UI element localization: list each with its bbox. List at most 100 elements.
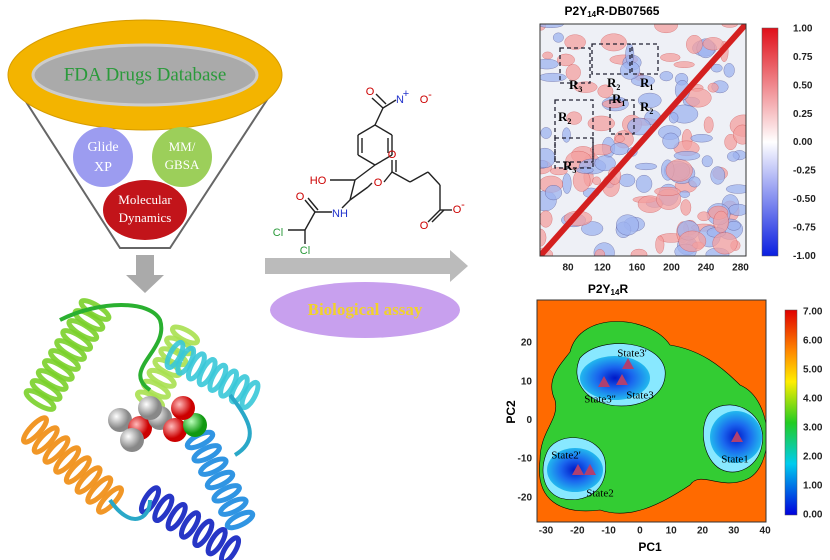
correlation-blob xyxy=(665,159,693,182)
region-subscript: 3 xyxy=(578,85,582,94)
down-arrow xyxy=(126,255,164,293)
region-subscript: 3 xyxy=(572,166,576,175)
helix-turn xyxy=(42,435,71,465)
atom-sphere xyxy=(108,408,132,432)
correlation-blob xyxy=(673,151,701,161)
colorbar-label: 7.00 xyxy=(803,307,823,318)
correlation-blob xyxy=(544,185,562,201)
bond xyxy=(357,154,376,166)
bond xyxy=(374,154,393,166)
y-tick-label: -20 xyxy=(518,492,533,503)
correlation-blob xyxy=(712,232,738,255)
bond xyxy=(371,97,384,109)
colorbar-label: -0.50 xyxy=(793,194,816,205)
correlation-blob xyxy=(610,142,629,156)
correlation-blob xyxy=(726,220,741,231)
colorbar-label: 0.00 xyxy=(803,510,823,521)
correlation-blob xyxy=(686,35,703,54)
state-label: State3'' xyxy=(584,394,615,406)
x-tick-label: -20 xyxy=(570,526,585,537)
helix-turn xyxy=(31,425,60,455)
atom-label: O xyxy=(420,220,429,232)
fel-map xyxy=(537,300,766,522)
assay-label: Biological assay xyxy=(308,300,423,319)
region-label: R2 xyxy=(607,75,620,92)
correlation-blob xyxy=(625,43,635,65)
region-letter: R xyxy=(612,91,622,106)
correlation-blob xyxy=(592,176,601,185)
correlation-blob xyxy=(727,151,740,162)
correlation-blob xyxy=(680,199,692,216)
correlation-blob xyxy=(581,221,604,236)
x-tick-label: -10 xyxy=(601,526,616,537)
correlation-blob xyxy=(635,174,653,193)
helix-turn xyxy=(191,443,222,464)
correlation-blob xyxy=(725,184,746,194)
correlation-blob xyxy=(566,111,582,125)
correlation-blob xyxy=(728,203,746,216)
correlation-blob xyxy=(688,176,701,188)
atom-label: O xyxy=(296,191,305,203)
dccm-map xyxy=(540,24,746,256)
correlation-blob xyxy=(631,75,655,87)
method-circle xyxy=(103,180,187,240)
method-label: GBSA xyxy=(165,157,200,172)
correlation-blob xyxy=(668,112,679,124)
helix-turn xyxy=(192,518,215,548)
title-part: R-DB07565 xyxy=(596,4,660,18)
correlation-blob xyxy=(701,155,713,168)
correlation-blob xyxy=(540,210,553,228)
helix-turn xyxy=(53,445,82,475)
correlation-blob xyxy=(637,92,662,108)
correlation-blob xyxy=(660,53,681,62)
colorbar-label: 0.25 xyxy=(793,109,813,120)
colorbar-label: 6.00 xyxy=(803,336,823,347)
atom-label: Cl xyxy=(300,245,310,257)
bond xyxy=(349,179,356,201)
atom-label: NH xyxy=(332,208,348,220)
x-tick-label: 80 xyxy=(562,263,574,274)
correlation-blob xyxy=(679,190,690,198)
helix-turn xyxy=(239,379,261,411)
helix-turn xyxy=(178,510,202,540)
region-box xyxy=(559,47,591,84)
correlation-blob xyxy=(654,24,678,34)
bond xyxy=(375,93,387,105)
state-marker xyxy=(616,374,628,385)
correlation-blob xyxy=(565,64,581,81)
fel-frame xyxy=(536,299,767,523)
correlation-blob xyxy=(556,53,575,67)
y-tick-label: -10 xyxy=(518,454,533,465)
correlation-blob xyxy=(552,32,564,43)
helix-turn xyxy=(85,475,114,505)
atom-label: O xyxy=(388,149,397,161)
region-label: R2 xyxy=(558,109,571,126)
correlation-blob xyxy=(590,144,613,156)
bond xyxy=(354,164,376,181)
x-tick-label: 30 xyxy=(728,526,740,537)
helix-turn xyxy=(218,496,249,517)
atom-sphere xyxy=(138,396,162,420)
correlation-blob xyxy=(540,147,556,169)
region-letter: R xyxy=(640,99,650,114)
method-label: XP xyxy=(94,160,112,175)
region-label: R1 xyxy=(640,75,653,92)
helix-turn xyxy=(20,415,50,445)
correlation-blob xyxy=(540,58,559,70)
atom-label: N xyxy=(396,94,404,106)
helix-turn xyxy=(204,469,236,491)
correlation-blob xyxy=(616,214,640,236)
region-label: R3 xyxy=(569,77,582,94)
region-subscript: 2 xyxy=(567,117,571,126)
method-label: Molecular xyxy=(118,192,172,207)
dccm-title: P2Y14R-DB07565 xyxy=(565,4,660,19)
correlation-blob xyxy=(627,117,651,136)
correlation-blob xyxy=(618,173,636,187)
helix-turn xyxy=(138,485,162,515)
bond xyxy=(427,209,441,223)
helix-turn xyxy=(165,502,188,532)
bond xyxy=(383,171,393,183)
method-circle xyxy=(73,127,133,187)
atom-label: - xyxy=(428,89,432,101)
